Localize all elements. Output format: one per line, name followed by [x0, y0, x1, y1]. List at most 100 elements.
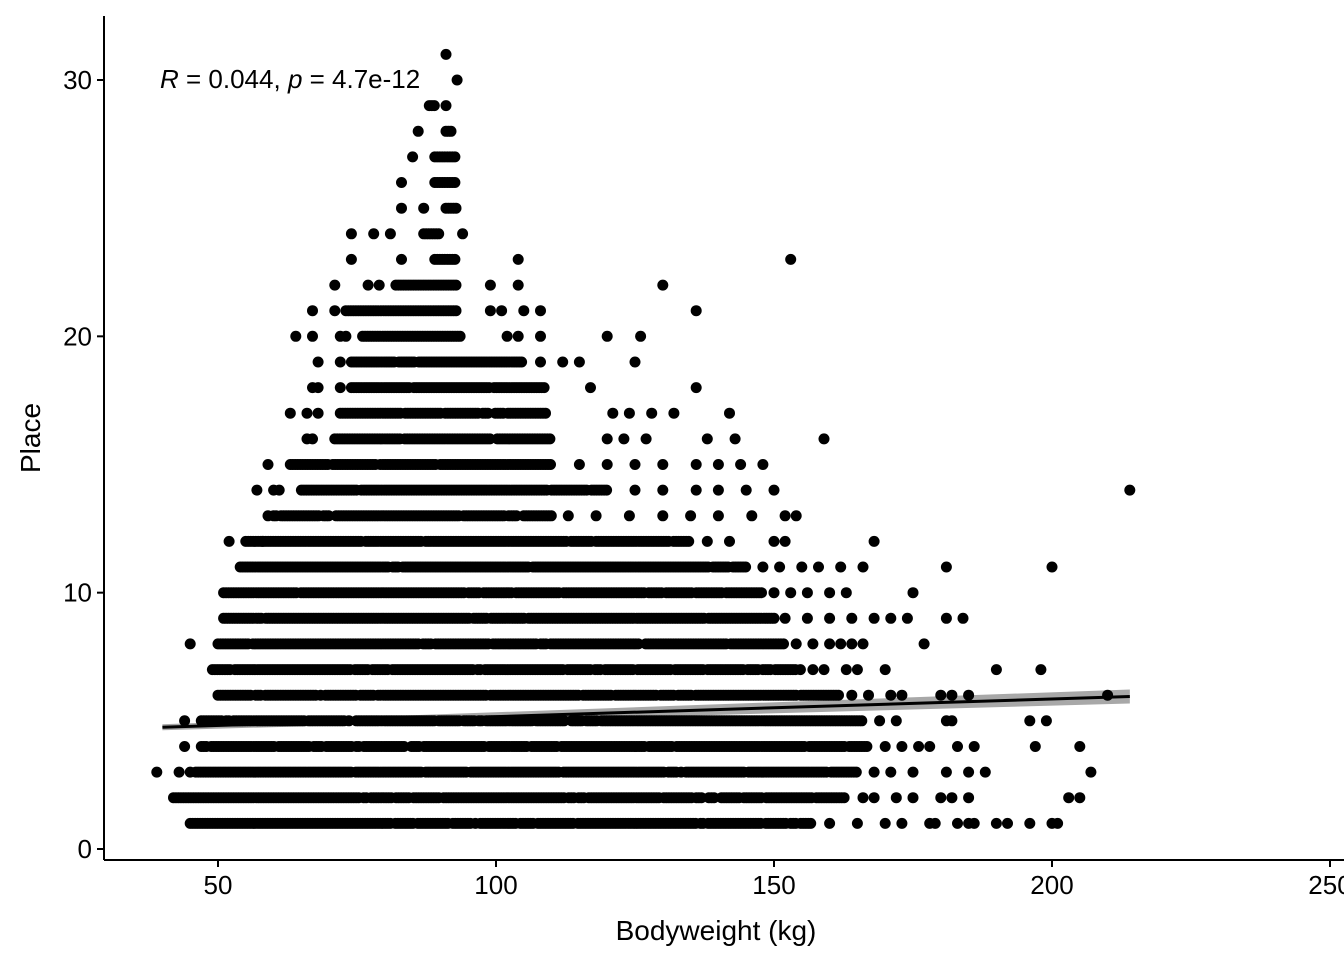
data-point [690, 459, 702, 470]
data-point [968, 741, 980, 752]
data-point [1029, 741, 1041, 752]
data-point [851, 817, 863, 829]
data-point [940, 561, 952, 573]
data-point [312, 382, 324, 394]
data-point [484, 305, 496, 317]
data-point [1063, 792, 1075, 804]
regression-line [162, 694, 1130, 729]
data-point [807, 638, 819, 650]
data-point [307, 433, 318, 445]
data-point [179, 741, 191, 752]
data-point [979, 766, 991, 778]
data-point [756, 587, 767, 599]
data-point [345, 228, 357, 240]
data-point [818, 433, 830, 445]
data-point [418, 202, 430, 214]
data-point [913, 741, 925, 752]
data-point [629, 356, 641, 368]
data-point [740, 561, 752, 573]
data-point [516, 356, 528, 368]
data-point [946, 792, 958, 804]
data-point [601, 459, 613, 470]
p-value-text: = 4.7e-12 [302, 64, 420, 94]
data-point [334, 382, 346, 394]
data-point [668, 407, 680, 419]
data-point [433, 228, 445, 240]
data-point [557, 356, 569, 368]
data-point [768, 612, 780, 624]
data-point [501, 330, 513, 342]
data-point [449, 151, 461, 163]
data-point [450, 279, 462, 291]
data-point [885, 766, 897, 778]
data-point [907, 766, 919, 778]
data-point [868, 612, 880, 624]
data-point [428, 100, 440, 112]
data-point [963, 792, 975, 804]
data-point [690, 305, 702, 317]
data-point [323, 510, 335, 522]
data-point [585, 382, 596, 394]
data-point [251, 484, 263, 496]
data-point [779, 535, 791, 547]
data-point [307, 330, 318, 342]
data-point [1040, 715, 1052, 727]
data-point [874, 715, 886, 727]
data-point [807, 664, 819, 676]
data-point [629, 484, 641, 496]
data-point [451, 74, 463, 86]
data-point [768, 484, 780, 496]
data-point [573, 459, 585, 470]
data-point [879, 741, 891, 752]
data-point [184, 638, 196, 650]
data-point [946, 715, 958, 727]
data-point [724, 407, 735, 419]
data-point [824, 817, 836, 829]
data-point [307, 305, 318, 317]
data-point [963, 689, 975, 701]
data-point [735, 459, 747, 470]
data-point [796, 561, 808, 573]
data-point [449, 177, 461, 188]
data-point [223, 535, 235, 547]
data-point [779, 612, 791, 624]
data-point [450, 202, 462, 214]
data-point [301, 407, 313, 419]
x-tick-label: 200 [1030, 870, 1073, 900]
data-point [935, 792, 947, 804]
data-point [1074, 741, 1086, 752]
axes-layer: 50 100 150 200 250 0 10 20 30 [63, 16, 1344, 900]
data-point [618, 433, 630, 445]
data-point [484, 279, 496, 291]
data-point [340, 330, 352, 342]
data-point [924, 741, 936, 752]
data-point [412, 125, 424, 137]
points-layer [151, 48, 1136, 829]
data-point [805, 817, 817, 829]
data-point [879, 664, 891, 676]
data-point [540, 407, 551, 419]
data-point [918, 638, 930, 650]
data-point [746, 510, 758, 522]
data-point [623, 510, 635, 522]
data-point [657, 484, 669, 496]
data-point [518, 305, 530, 317]
data-point [1024, 817, 1036, 829]
data-point [835, 638, 847, 650]
data-point [590, 510, 602, 522]
data-point [813, 561, 824, 573]
data-point [362, 279, 374, 291]
data-point [262, 510, 274, 522]
data-point [824, 587, 836, 599]
data-point [824, 638, 836, 650]
data-point [1124, 484, 1136, 496]
data-point [840, 587, 852, 599]
data-point [184, 766, 196, 778]
data-point [896, 741, 908, 752]
data-point [757, 459, 769, 470]
data-point [273, 484, 285, 496]
data-point [701, 535, 713, 547]
data-point [690, 484, 702, 496]
data-point [885, 689, 897, 701]
